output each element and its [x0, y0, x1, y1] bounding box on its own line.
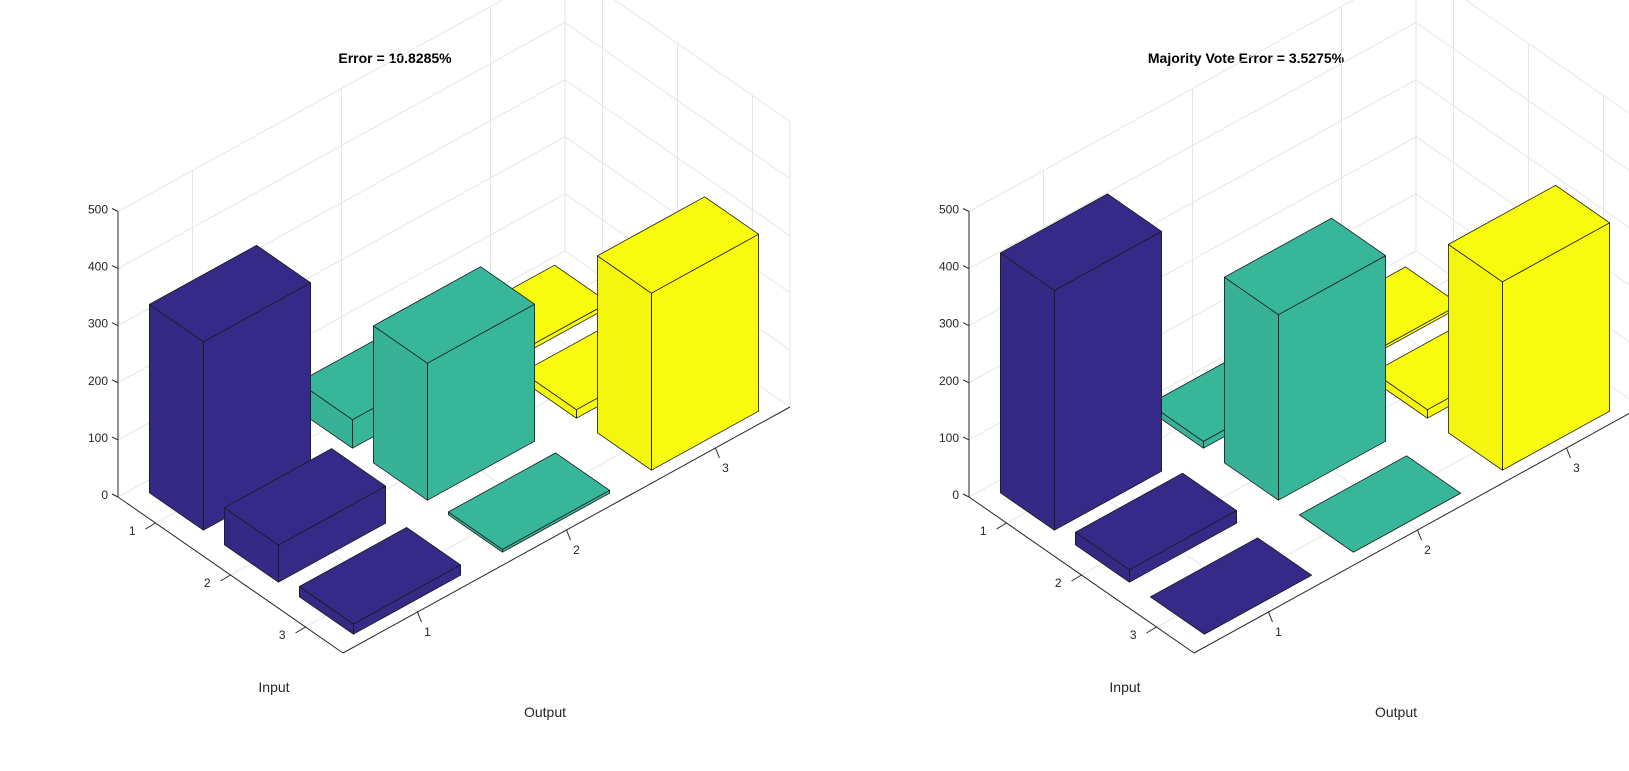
input-tick-mark — [1071, 574, 1082, 582]
bar — [223, 448, 387, 583]
output-tick-mark — [566, 529, 571, 541]
z-tick-mark — [111, 436, 119, 441]
output-tick-label: 1 — [424, 625, 431, 639]
bar-top-face — [447, 452, 610, 550]
z-tick-label: 500 — [939, 203, 959, 217]
z-tick-mark — [111, 208, 119, 212]
bar-top-face — [223, 448, 387, 546]
bar-top-face — [1000, 193, 1162, 291]
input-axis-label: Input — [258, 679, 289, 695]
output-tick-mark — [1566, 447, 1571, 459]
bar-top-face — [1075, 472, 1237, 571]
output-tick-label: 3 — [1573, 461, 1580, 475]
input-tick-label: 3 — [279, 628, 286, 642]
input-tick-label: 2 — [204, 576, 211, 590]
z-tick-mark — [111, 322, 119, 327]
input-tick-mark — [220, 574, 231, 582]
chart-title: Majority Vote Error = 3.5275% — [1148, 50, 1345, 66]
input-tick-mark — [295, 626, 306, 634]
z-tick-mark — [962, 265, 970, 270]
bar-side-face — [1000, 252, 1055, 531]
z-tick-label: 500 — [88, 203, 108, 217]
output-tick-label: 2 — [573, 543, 580, 557]
z-tick-label: 400 — [88, 260, 108, 274]
bar-top-face — [372, 266, 535, 364]
output-tick-label: 3 — [722, 461, 729, 475]
input-tick-mark — [996, 522, 1007, 530]
gridline — [1464, 0, 1629, 114]
bar — [1150, 537, 1312, 635]
output-tick-mark — [1417, 529, 1422, 541]
bar — [148, 244, 312, 531]
z-tick-label: 300 — [88, 317, 108, 331]
bar — [1299, 455, 1461, 553]
input-tick-mark — [1146, 626, 1157, 634]
z-tick-label: 300 — [939, 317, 959, 331]
bar — [1075, 472, 1237, 583]
bar-top-face — [298, 527, 462, 625]
output-tick-label: 2 — [1424, 543, 1431, 557]
z-tick-mark — [111, 493, 119, 498]
z-tick-label: 100 — [88, 431, 108, 445]
z-tick-mark — [111, 265, 119, 270]
bar-side-face — [148, 303, 204, 531]
output-tick-mark — [1268, 611, 1273, 623]
bar-top-face — [148, 244, 312, 343]
z-tick-label: 0 — [101, 488, 108, 502]
output-axis-label: Output — [1375, 704, 1417, 720]
output-tick-mark — [417, 611, 422, 623]
chart-title: Error = 10.8285% — [338, 50, 452, 66]
input-tick-label: 1 — [129, 524, 136, 538]
input-tick-mark — [145, 522, 156, 530]
bar — [1000, 193, 1162, 531]
z-tick-mark — [962, 322, 970, 327]
bar-side-face — [1448, 243, 1503, 471]
z-tick-label: 100 — [939, 431, 959, 445]
bar-top-face — [597, 196, 759, 294]
bar — [298, 527, 462, 635]
output-tick-label: 1 — [1275, 625, 1282, 639]
bar-top-face — [1150, 537, 1312, 635]
z-tick-mark — [962, 436, 970, 441]
z-tick-label: 200 — [939, 374, 959, 388]
input-tick-label: 3 — [1130, 628, 1137, 642]
chart-panel-majority-vote-error: Majority Vote Error = 3.5275% 0 100 200 300… — [939, 0, 1629, 720]
z-tick-label: 400 — [939, 260, 959, 274]
bar — [597, 196, 759, 471]
z-tick-mark — [962, 208, 970, 212]
bar-top-face — [1224, 217, 1386, 316]
bar — [372, 266, 535, 501]
z-tick-label: 200 — [88, 374, 108, 388]
input-tick-label: 1 — [980, 524, 987, 538]
gridline — [1415, 22, 1629, 171]
z-tick-mark — [962, 379, 970, 384]
bar — [447, 452, 610, 553]
bar — [1224, 217, 1386, 501]
z-tick-mark — [111, 379, 119, 384]
z-tick-label: 0 — [952, 488, 959, 502]
bar — [1448, 184, 1610, 471]
output-axis-label: Output — [524, 704, 566, 720]
input-axis-label: Input — [1109, 679, 1140, 695]
input-tick-label: 2 — [1055, 576, 1062, 590]
bar-top-face — [1448, 184, 1610, 283]
bar-top-face — [1299, 455, 1461, 553]
bar-side-face — [1224, 276, 1279, 501]
output-tick-mark — [715, 447, 720, 459]
z-tick-mark — [962, 493, 970, 498]
